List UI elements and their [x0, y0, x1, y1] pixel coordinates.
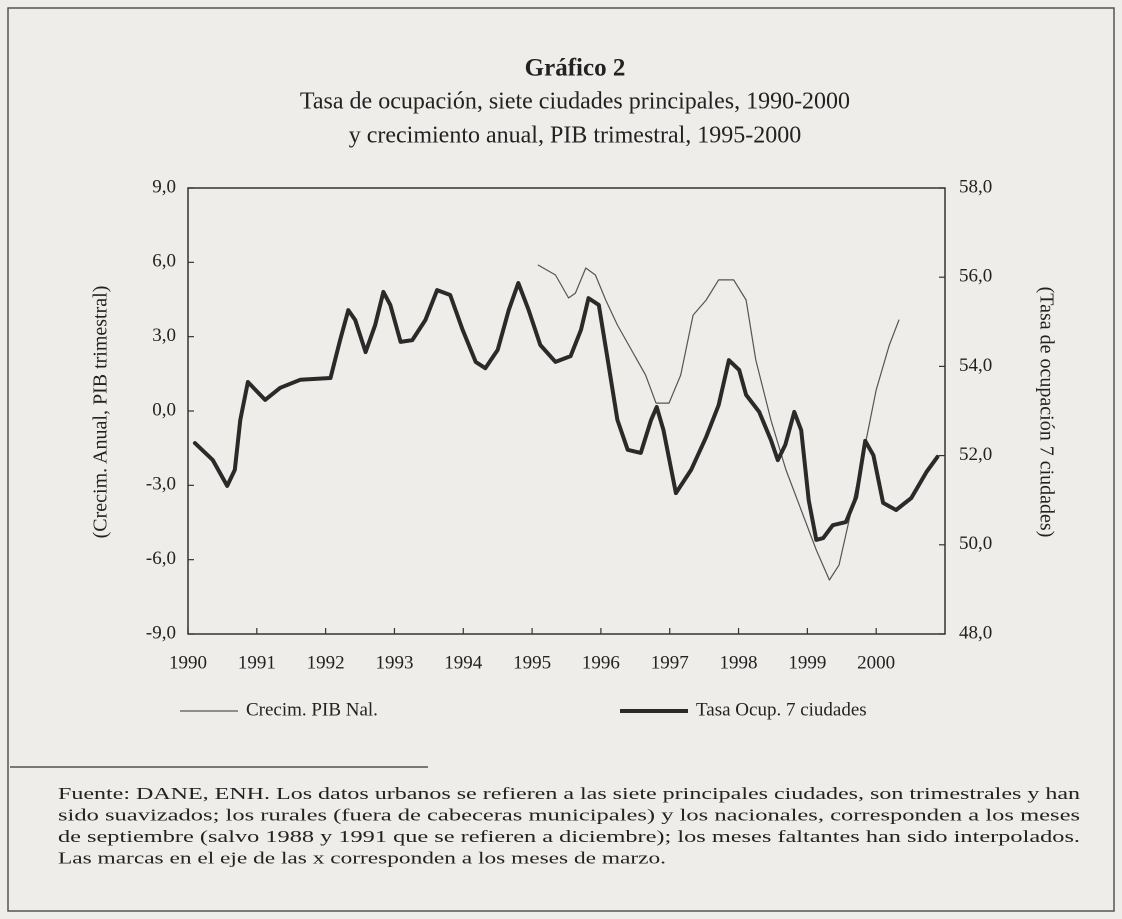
x-tick-label: 1995 [513, 652, 551, 673]
y-tick-label: -9,0 [146, 622, 176, 643]
y2-tick-label: 52,0 [959, 444, 992, 465]
legend-label: Crecim. PIB Nal. [246, 699, 378, 720]
series-line [537, 264, 900, 581]
y2-tick-label: 54,0 [959, 355, 992, 376]
y-tick-label: 0,0 [152, 399, 176, 420]
chart-title: Gráfico 2 [525, 55, 626, 82]
y2-tick-label: 56,0 [959, 266, 992, 287]
x-tick-label: 2000 [857, 652, 895, 673]
y2-tick-label: 50,0 [959, 533, 992, 554]
footnote: Las marcas en el eje de las x correspond… [58, 848, 666, 867]
x-tick-label: 1991 [238, 652, 276, 673]
series-line [192, 281, 940, 542]
chart-subtitle: Tasa de ocupación, siete ciudades princi… [300, 89, 850, 115]
x-tick-label: 1996 [582, 652, 620, 673]
legend-label: Tasa Ocup. 7 ciudades [696, 699, 867, 720]
frame [7, 7, 1115, 912]
y-tick-label: 3,0 [152, 325, 176, 346]
x-tick-label: 1997 [651, 652, 689, 673]
x-tick-label: 1992 [307, 652, 345, 673]
x-tick-label: 1999 [788, 652, 826, 673]
y-tick-label: -3,0 [146, 474, 176, 495]
x-tick-label: 1998 [720, 652, 758, 673]
y2-tick-label: 48,0 [959, 622, 992, 643]
y2-axis-label: (Tasa de ocupación 7 ciudades) [1035, 287, 1057, 538]
plot-frame [187, 187, 946, 635]
x-tick-label: 1990 [169, 652, 207, 673]
x-tick-label: 1994 [444, 652, 483, 673]
footnote: de septiembre (salvo 1988 y 1991 que se … [58, 827, 1080, 846]
chart-subtitle: y crecimiento anual, PIB trimestral, 199… [349, 123, 802, 149]
y2-tick-label: 58,0 [959, 176, 992, 197]
footnote: sido suavizados; los rurales (fuera de c… [58, 805, 1080, 824]
x-tick-label: 1993 [375, 652, 413, 673]
y-tick-label: -6,0 [146, 548, 176, 569]
footnote: Fuente: DANE, ENH. Los datos urbanos se … [58, 784, 1080, 803]
y-axis-label: (Crecim. Anual, PIB trimestral) [90, 286, 112, 539]
y-tick-label: 6,0 [152, 251, 176, 272]
y-tick-label: 9,0 [152, 176, 176, 197]
